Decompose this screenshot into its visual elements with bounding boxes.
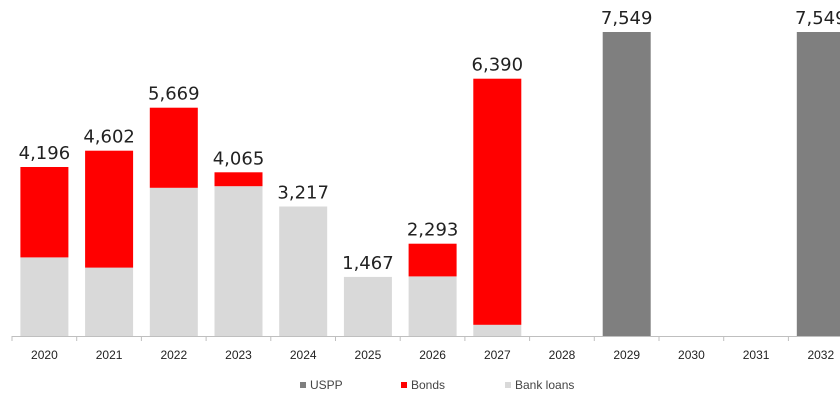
- total-label-2029: 7,549: [601, 8, 653, 29]
- legend-swatch-uspp: [300, 382, 306, 388]
- bar-2021-bank-loans: [85, 267, 134, 336]
- bar-2026-bank-loans: [408, 276, 457, 336]
- x-tick-label-2027: 2027: [484, 348, 511, 362]
- bar-2029-uspp: [602, 32, 651, 336]
- bar-2020-bonds: [20, 167, 69, 258]
- bar-2023-bonds: [214, 172, 263, 187]
- legend-swatch-bank-loans: [505, 382, 511, 388]
- x-tick-label-2024: 2024: [290, 348, 317, 362]
- x-tick-label-2023: 2023: [225, 348, 252, 362]
- total-label-2022: 5,669: [148, 84, 200, 105]
- legend-label-bonds: Bonds: [411, 378, 445, 392]
- bar-2027-bank-loans: [473, 324, 522, 336]
- total-labels-group: 4,196 4,602 5,669 4,065 3,217 1,467 2,293 6,390…: [19, 8, 840, 274]
- bar-2026-bonds: [408, 243, 457, 277]
- bar-2022-bank-loans: [149, 187, 198, 336]
- bar-2022-bonds: [149, 107, 198, 188]
- bar-2032-uspp: [796, 32, 840, 336]
- bar-2020-bank-loans: [20, 257, 69, 336]
- total-label-2021: 4,602: [83, 127, 135, 148]
- total-label-2032: 7,549: [795, 8, 840, 29]
- x-tick-label-2028: 2028: [549, 348, 576, 362]
- x-tick-label-2032: 2032: [807, 348, 834, 362]
- bars-group: [20, 32, 840, 336]
- total-label-2027: 6,390: [472, 55, 524, 76]
- total-label-2025: 1,467: [342, 253, 394, 274]
- total-label-2020: 4,196: [19, 143, 71, 164]
- x-tick-label-2026: 2026: [419, 348, 446, 362]
- bar-2021-bonds: [85, 150, 134, 268]
- bar-2027-bonds: [473, 78, 522, 325]
- x-tick-label-2030: 2030: [678, 348, 705, 362]
- bar-2023-bank-loans: [214, 186, 263, 336]
- legend-label-uspp: USPP: [310, 378, 343, 392]
- x-tick-label-2020: 2020: [31, 348, 58, 362]
- bar-2025-bank-loans: [343, 276, 392, 336]
- total-label-2026: 2,293: [407, 220, 459, 241]
- x-tick-label-2031: 2031: [743, 348, 770, 362]
- legend-label-bank-loans: Bank loans: [515, 378, 574, 392]
- x-tick-label-2021: 2021: [96, 348, 123, 362]
- legend: USPP Bonds Bank loans: [300, 378, 574, 392]
- bar-2024-bank-loans: [279, 206, 328, 336]
- x-axis: 2020 2021 2022 2023 2024 2025 2026 2027 2028 2029…: [11, 336, 840, 362]
- legend-swatch-bonds: [401, 382, 407, 388]
- x-tick-label-2025: 2025: [355, 348, 382, 362]
- total-label-2023: 4,065: [213, 148, 265, 169]
- x-tick-label-2029: 2029: [613, 348, 640, 362]
- total-label-2024: 3,217: [277, 183, 329, 204]
- x-tick-label-2022: 2022: [160, 348, 187, 362]
